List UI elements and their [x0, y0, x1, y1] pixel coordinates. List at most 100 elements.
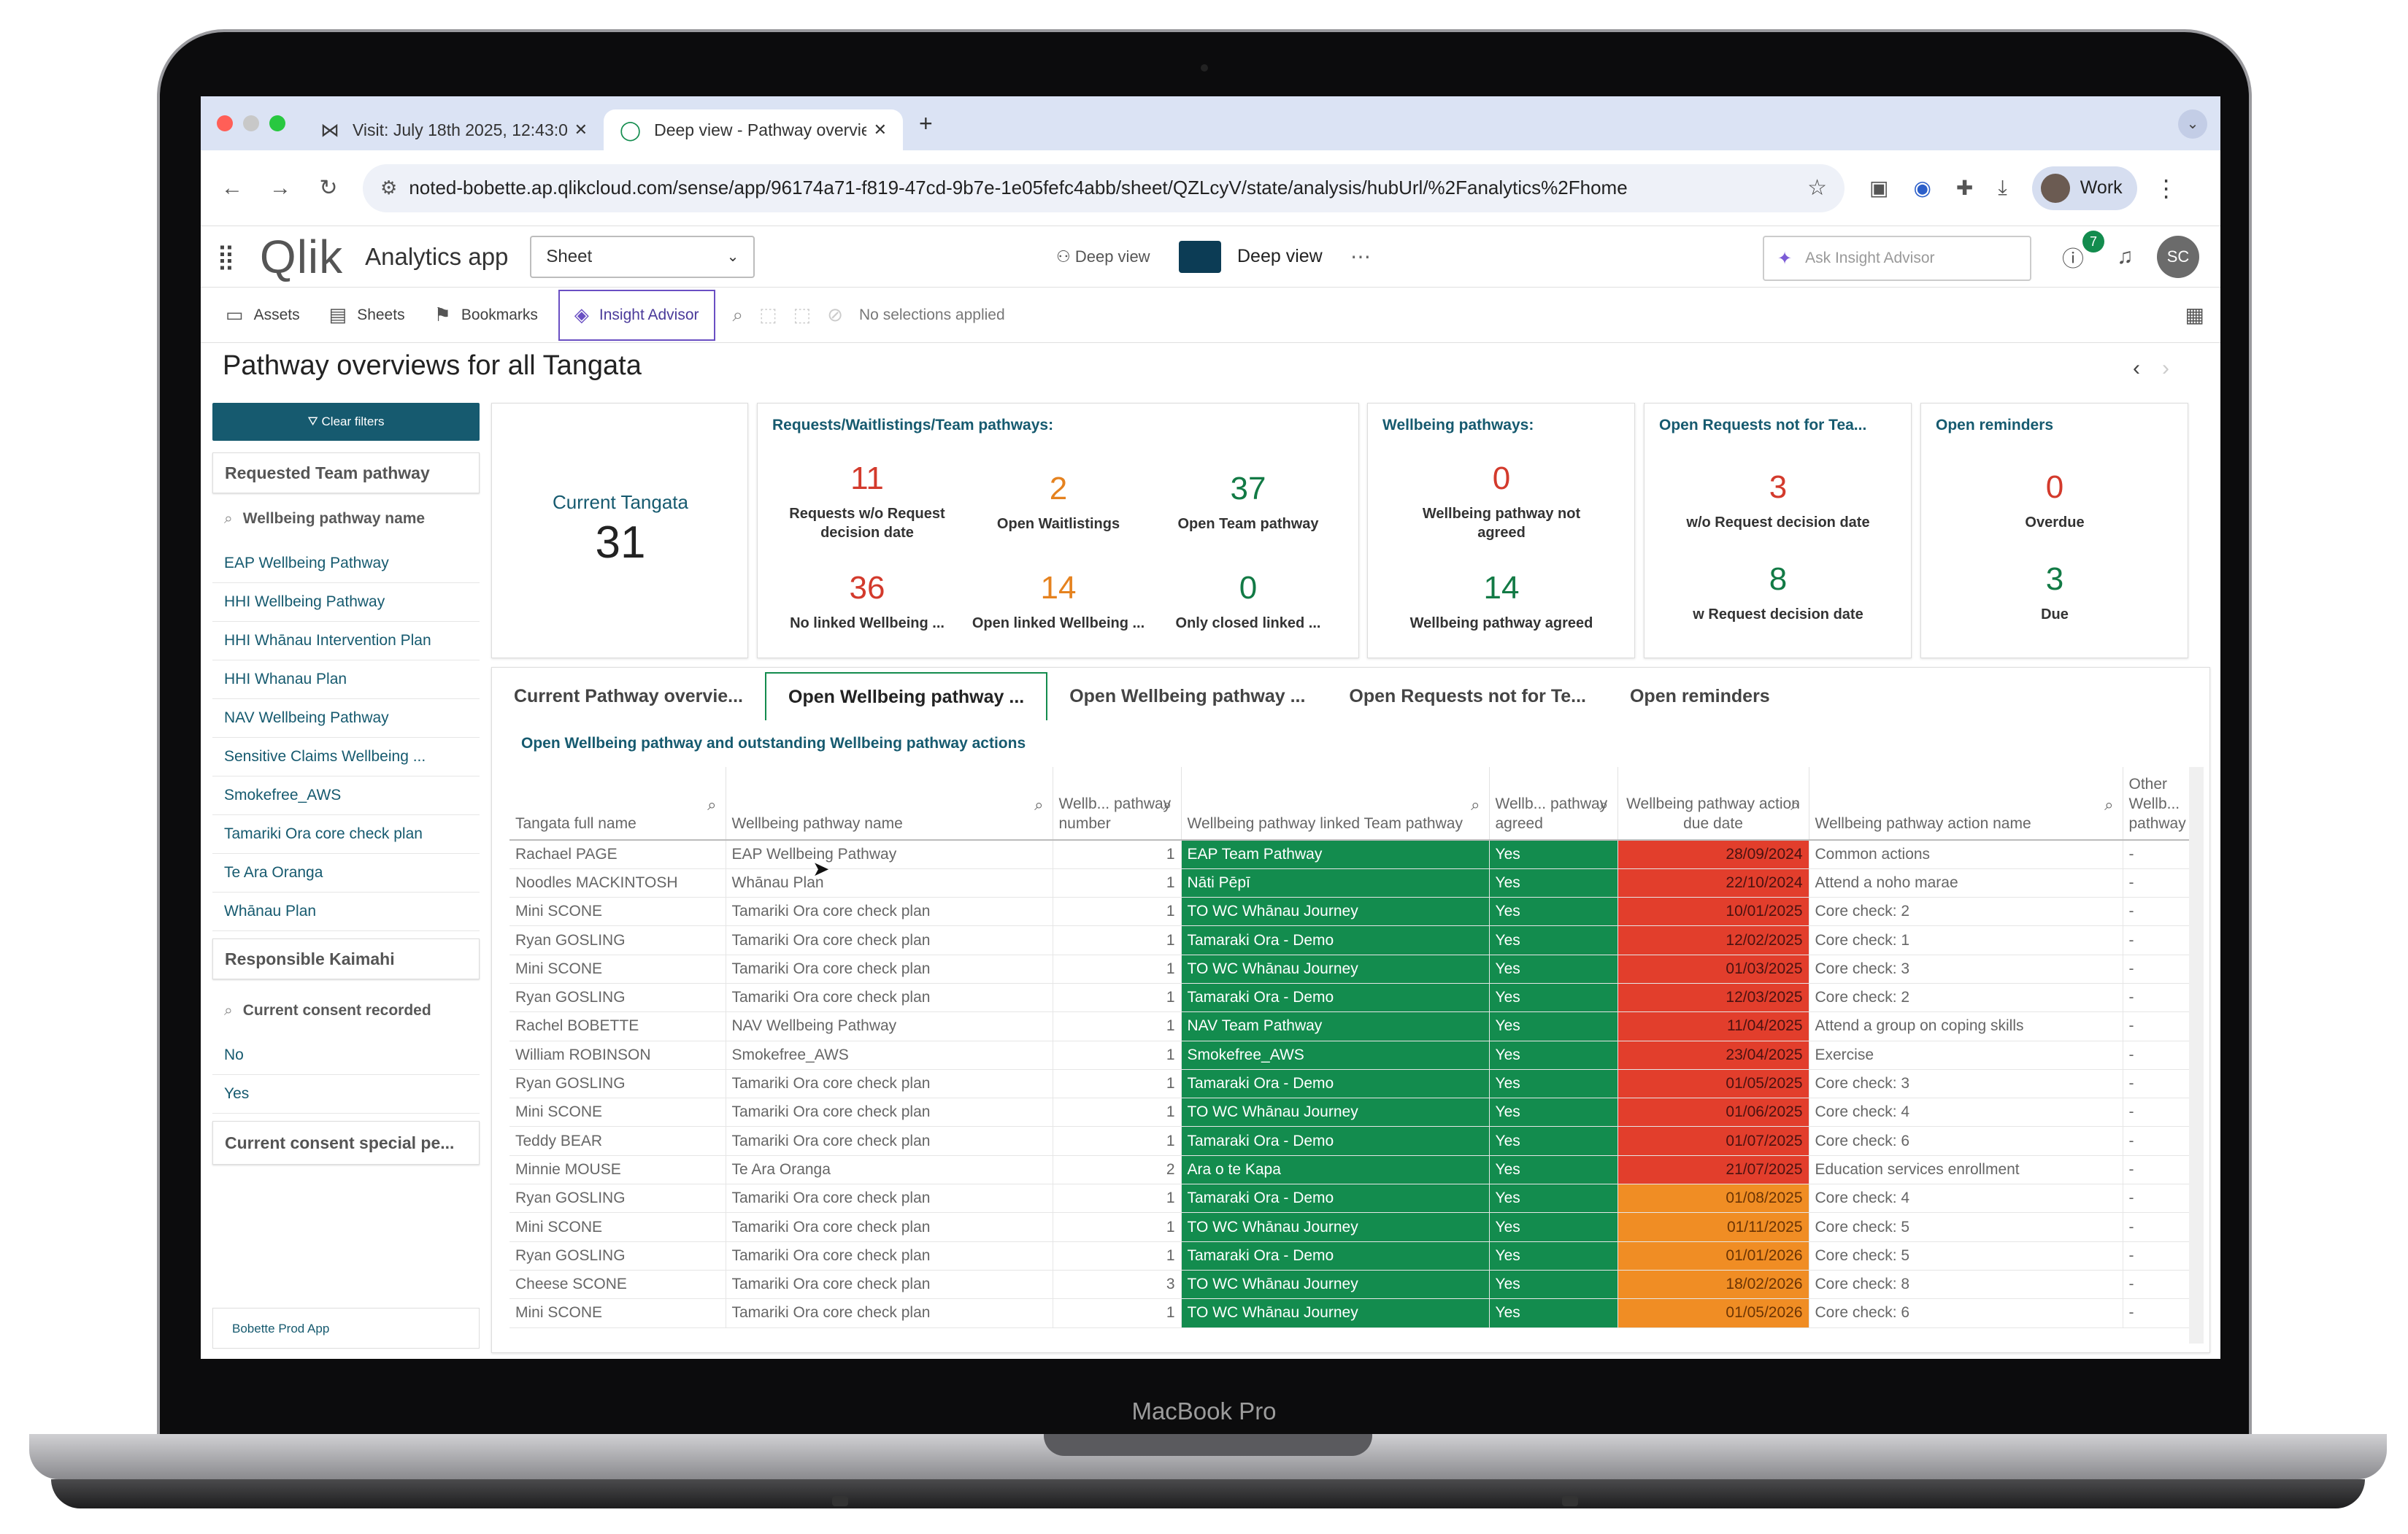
table-cell[interactable]: Ryan GOSLING — [509, 1069, 726, 1099]
table-cell[interactable]: - — [2123, 1155, 2193, 1185]
table-cell[interactable]: - — [2123, 1184, 2193, 1214]
table-cell[interactable]: Core check: 6 — [1809, 1126, 2123, 1156]
table-cell[interactable]: Tamaraki Ora - Demo — [1181, 1184, 1490, 1214]
table-cell[interactable]: Yes — [1489, 1212, 1618, 1242]
column-search-icon[interactable]: ⌕ — [1163, 795, 1172, 814]
table-cell[interactable]: Tamariki Ora core check plan — [726, 925, 1053, 955]
table-cell[interactable]: EAP Wellbeing Pathway — [726, 840, 1053, 869]
browser-tab[interactable]: ⋈ Visit: July 18th 2025, 12:43:0 ✕ — [304, 109, 604, 150]
filter-list-item[interactable]: Yes — [212, 1075, 480, 1114]
filter-search-wellbeing-pathway[interactable]: ⌕ Wellbeing pathway name — [212, 493, 480, 544]
table-cell[interactable]: Tamaraki Ora - Demo — [1181, 1069, 1490, 1099]
table-cell[interactable]: Tamariki Ora core check plan — [726, 1098, 1053, 1128]
smart-search-icon[interactable]: ⌕ — [732, 303, 744, 325]
table-cell[interactable]: Core check: 8 — [1809, 1270, 2123, 1300]
table-cell[interactable]: Yes — [1489, 1184, 1618, 1214]
table-cell[interactable]: EAP Team Pathway — [1181, 840, 1490, 869]
kpi-open-requests[interactable]: Open Requests not for Tea... 3 w/o Reques… — [1644, 403, 1912, 658]
table-cell[interactable]: Exercise — [1809, 1041, 2123, 1070]
table-cell[interactable]: 21/07/2025 — [1617, 1155, 1809, 1185]
filter-list-item[interactable]: Sensitive Claims Wellbeing ... — [212, 738, 480, 776]
table-cell[interactable]: Tamariki Ora core check plan — [726, 897, 1053, 927]
table-cell[interactable]: 01/05/2026 — [1617, 1298, 1809, 1328]
insight-advisor-button[interactable]: ◈ Insight Advisor — [558, 289, 715, 341]
forward-icon[interactable]: → — [269, 175, 291, 200]
table-row[interactable]: Rachel BOBETTE NAV Wellbeing Pathway 1 NAV … — [509, 1011, 2193, 1041]
table-cell[interactable]: 18/02/2026 — [1617, 1270, 1809, 1300]
back-icon[interactable]: ← — [221, 175, 243, 200]
column-search-icon[interactable]: ⌕ — [1790, 795, 1800, 814]
filter-list-item[interactable]: HHI Whānau Intervention Plan — [212, 622, 480, 660]
filter-list-item[interactable]: NAV Wellbeing Pathway — [212, 699, 480, 738]
next-sheet-icon[interactable]: › — [2162, 356, 2191, 380]
table-row[interactable]: Mini SCONE Tamariki Ora core check plan 1 T… — [509, 897, 2193, 927]
download-icon[interactable]: ⤓ — [1998, 176, 2007, 199]
table-row[interactable]: Ryan GOSLING Tamariki Ora core check plan… — [509, 1069, 2193, 1099]
table-cell[interactable]: Yes — [1489, 1270, 1618, 1300]
puzzle-icon[interactable]: ✚ — [1955, 177, 1974, 199]
tab-open-wellbeing-1[interactable]: Open Wellbeing pathway ... — [765, 672, 1048, 720]
filter-list-item[interactable]: No — [212, 1036, 480, 1075]
kpi-reminders[interactable]: Open reminders 0 Overdue 3 Due — [1920, 403, 2188, 658]
table-cell[interactable]: - — [2123, 1212, 2193, 1242]
table-cell[interactable]: Yes — [1489, 1098, 1618, 1128]
table-cell[interactable]: Tamariki Ora core check plan — [726, 1298, 1053, 1328]
table-cell[interactable]: Rachael PAGE — [509, 840, 726, 869]
filter-pane-consent-special[interactable]: Current consent special pe... — [212, 1121, 480, 1165]
table-cell[interactable]: NAV Team Pathway — [1181, 1011, 1490, 1041]
table-cell[interactable]: Ryan GOSLING — [509, 1184, 726, 1214]
table-cell[interactable]: Tamaraki Ora - Demo — [1181, 1241, 1490, 1271]
tab-open-wellbeing-2[interactable]: Open Wellbeing pathway ... — [1047, 672, 1327, 720]
site-info-icon[interactable]: ⚙ — [380, 177, 398, 199]
table-cell[interactable]: Tamariki Ora core check plan — [726, 955, 1053, 984]
table-cell[interactable]: 11/04/2025 — [1617, 1011, 1809, 1041]
table-cell[interactable]: Tamariki Ora core check plan — [726, 1241, 1053, 1271]
table-cell[interactable]: Yes — [1489, 983, 1618, 1013]
column-search-icon[interactable]: ⌕ — [1471, 795, 1480, 814]
filter-list-item[interactable]: EAP Wellbeing Pathway — [212, 544, 480, 583]
table-cell[interactable]: Core check: 6 — [1809, 1298, 2123, 1328]
table-cell[interactable]: - — [2123, 1298, 2193, 1328]
table-cell[interactable]: Tamaraki Ora - Demo — [1181, 983, 1490, 1013]
table-cell[interactable]: 01/03/2025 — [1617, 955, 1809, 984]
table-cell[interactable]: 22/10/2024 — [1617, 868, 1809, 898]
table-cell[interactable]: 01/07/2025 — [1617, 1126, 1809, 1156]
column-header[interactable]: Tangata full name ⌕ — [509, 767, 726, 841]
table-row[interactable]: Mini SCONE Tamariki Ora core check plan 1 T… — [509, 1298, 2193, 1328]
table-cell[interactable]: 10/01/2025 — [1617, 897, 1809, 927]
table-cell[interactable]: Cheese SCONE — [509, 1270, 726, 1300]
table-row[interactable]: Teddy BEAR Tamariki Ora core check plan 1 T… — [509, 1126, 2193, 1156]
table-cell[interactable]: 1 — [1053, 868, 1182, 898]
table-cell[interactable]: Whānau Plan — [726, 868, 1053, 898]
table-cell[interactable]: TO WC Whānau Journey — [1181, 1270, 1490, 1300]
previous-sheet-icon[interactable]: ‹ — [2133, 356, 2162, 380]
table-cell[interactable]: Minnie MOUSE — [509, 1155, 726, 1185]
table-row[interactable]: Ryan GOSLING Tamariki Ora core check plan… — [509, 1184, 2193, 1214]
sheets-button[interactable]: ▤ Sheets — [315, 288, 420, 343]
column-search-icon[interactable]: ⌕ — [1034, 795, 1044, 814]
table-cell[interactable]: Core check: 4 — [1809, 1184, 2123, 1214]
table-cell[interactable]: Tamariki Ora core check plan — [726, 1069, 1053, 1099]
table-cell[interactable]: Mini SCONE — [509, 1298, 726, 1328]
column-search-icon[interactable]: ⌕ — [2104, 795, 2114, 814]
close-tab-icon[interactable]: ✕ — [574, 120, 588, 139]
table-cell[interactable]: - — [2123, 1041, 2193, 1070]
table-cell[interactable]: 1 — [1053, 1184, 1182, 1214]
url-field[interactable]: ⚙ noted-bobette.ap.qlikcloud.com/sense/a… — [363, 163, 1845, 212]
table-cell[interactable]: Mini SCONE — [509, 1212, 726, 1242]
table-cell[interactable]: Core check: 3 — [1809, 955, 2123, 984]
table-cell[interactable]: 28/09/2024 — [1617, 840, 1809, 869]
qlik-logo[interactable]: Qlik — [260, 230, 343, 284]
filter-pane-requested-team-pathway[interactable]: Requested Team pathway — [212, 452, 480, 493]
filter-list-item[interactable]: Whānau Plan — [212, 893, 480, 931]
table-row[interactable]: Mini SCONE Tamariki Ora core check plan 1 T… — [509, 1098, 2193, 1128]
table-cell[interactable]: Core check: 5 — [1809, 1241, 2123, 1271]
clear-selections-icon[interactable]: ⊘ — [827, 304, 844, 325]
table-cell[interactable]: - — [2123, 1241, 2193, 1271]
table-cell[interactable]: - — [2123, 1098, 2193, 1128]
table-cell[interactable]: Tamaraki Ora - Demo — [1181, 1126, 1490, 1156]
table-cell[interactable]: Education services enrollment — [1809, 1155, 2123, 1185]
table-cell[interactable]: - — [2123, 897, 2193, 927]
column-header[interactable]: Wellbeing pathway action name ⌕ — [1809, 767, 2123, 841]
assets-button[interactable]: ▭ Assets — [211, 288, 315, 343]
